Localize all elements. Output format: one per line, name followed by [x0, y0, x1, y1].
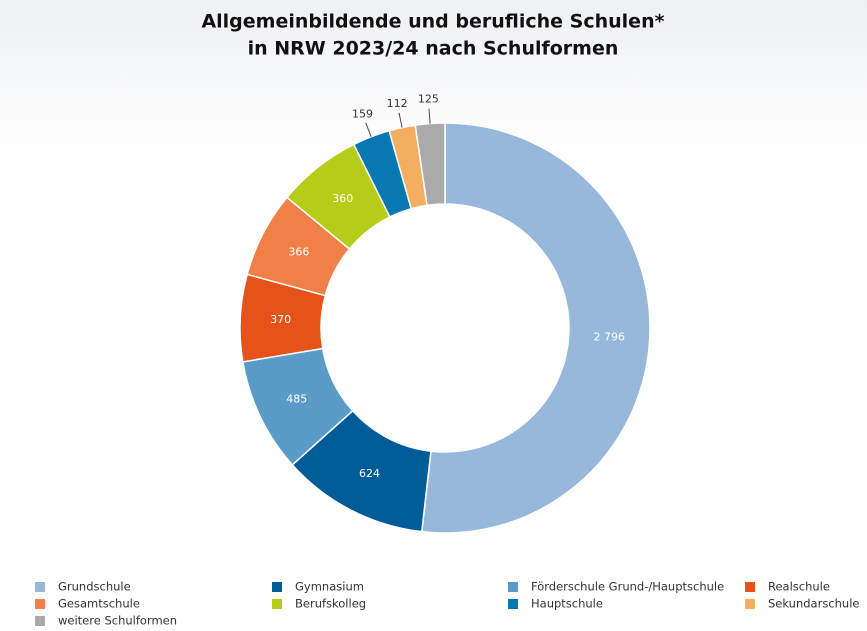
data-label: 2 796 — [593, 330, 625, 343]
legend-label: Gesamtschule — [58, 597, 140, 611]
data-label: 366 — [288, 245, 309, 258]
leader-line — [398, 112, 403, 128]
data-label: 112 — [387, 97, 408, 110]
chart-title: in NRW 2023/24 nach Schulformen — [248, 38, 619, 60]
data-label: 159 — [352, 107, 373, 120]
legend-swatch — [35, 599, 45, 609]
data-label: 360 — [332, 192, 353, 205]
legend-label: Förderschule Grund-/Hauptschule — [531, 580, 724, 594]
legend-label: Grundschule — [58, 580, 131, 594]
legend-swatch — [35, 582, 45, 592]
legend-label: Realschule — [768, 580, 830, 594]
legend-swatch — [508, 599, 518, 609]
data-label: 370 — [270, 313, 291, 326]
legend-label: Gymnasium — [295, 580, 364, 594]
legend-swatch — [745, 582, 755, 592]
leader-line — [365, 122, 372, 137]
legend-swatch — [35, 616, 45, 626]
donut-slice — [414, 122, 446, 207]
legend-swatch — [272, 582, 282, 592]
legend-swatch — [745, 599, 755, 609]
data-label: 125 — [418, 93, 439, 106]
legend-swatch — [508, 582, 518, 592]
legend-swatch — [272, 599, 282, 609]
data-label: 485 — [286, 392, 307, 405]
leader-line — [428, 108, 431, 124]
legend-label: weitere Schulformen — [58, 614, 177, 628]
chart-title: Allgemeinbildende und berufliche Schulen… — [201, 11, 664, 33]
legend-label: Berufskolleg — [295, 597, 366, 611]
legend-label: Hauptschule — [531, 597, 603, 611]
legend-label: Sekundarschule — [768, 597, 860, 611]
data-label: 624 — [359, 467, 380, 480]
donut-slice — [420, 122, 651, 534]
